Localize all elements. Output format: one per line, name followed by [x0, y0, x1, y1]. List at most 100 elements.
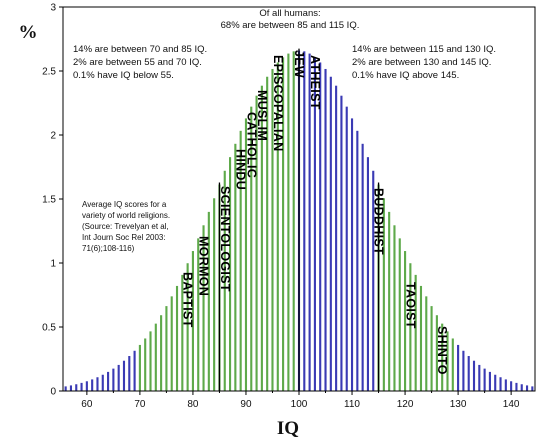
histogram-bar [345, 106, 348, 392]
y-tick-label: 3 [50, 3, 56, 14]
histogram-bar [435, 315, 438, 391]
histogram-bar [430, 306, 433, 391]
histogram-bar [101, 374, 104, 391]
histogram-bar [133, 350, 136, 391]
histogram-bar [451, 338, 454, 391]
histogram-bar [197, 238, 200, 391]
histogram-bar [419, 285, 423, 391]
x-axis-ticks: 60 70 80 90 100 110 120 130 140 [81, 391, 520, 410]
histogram-bar [398, 238, 401, 391]
histogram-bar [319, 62, 322, 392]
histogram-bar [170, 296, 173, 391]
histogram-bar [149, 331, 152, 391]
histogram-bar [80, 382, 83, 391]
histogram-bar [128, 356, 131, 391]
histogram-bar [313, 57, 316, 392]
histogram-bar [441, 323, 444, 391]
center-note-line-2: 68% are between 85 and 115 IQ. [221, 20, 360, 31]
religion-label-catholic: CATHOLIC [244, 112, 258, 178]
histogram-bar [223, 170, 226, 391]
religion-label-scientologist: SCIENTOLOGIST [218, 186, 232, 292]
x-axis-title: IQ [277, 418, 299, 439]
histogram-bar [409, 263, 412, 391]
histogram-bar [181, 274, 184, 391]
histogram-bar [122, 360, 126, 391]
left-note: 14% are between 70 and 85 IQ. 2% are bet… [73, 44, 207, 81]
religion-label-episcopalian: EPISCOPALIAN [271, 55, 285, 151]
histogram-bar [393, 225, 396, 391]
histogram-bar [472, 360, 476, 391]
religion-label-baptist: BAPTIST [181, 272, 195, 328]
x-tick-label: 140 [503, 399, 520, 410]
histogram-bar [91, 379, 94, 391]
y-axis-ticks: 0 0.5 1 1.5 2 2.5 3 [42, 3, 63, 398]
y-tick-label: 0.5 [42, 323, 56, 334]
histogram-bar [234, 143, 237, 391]
y-axis-title: % [19, 22, 38, 43]
histogram-bar [414, 274, 417, 391]
histogram-bar [478, 364, 481, 391]
x-tick-label: 80 [187, 399, 199, 410]
center-note: Of all humans: 68% are between 85 and 11… [221, 8, 360, 31]
histogram-bar [510, 381, 513, 391]
histogram-bar [266, 76, 269, 392]
histogram-bar [324, 68, 327, 391]
histogram-bar [303, 51, 306, 391]
religion-label-mormon: MORMON [197, 236, 211, 296]
histogram-bar [229, 157, 232, 391]
histogram-bar [112, 368, 115, 391]
y-tick-label: 1 [50, 259, 56, 270]
histogram-bar [356, 130, 359, 391]
histogram-bar [488, 371, 491, 391]
histogram-bar [494, 374, 497, 391]
histogram-bar [308, 53, 311, 391]
histogram-bar [467, 356, 470, 391]
histogram-bar [160, 315, 163, 391]
right-note-line-2: 2% are between 130 and 145 IQ. [352, 57, 491, 68]
histogram-bar [75, 384, 78, 391]
histogram-bar [207, 211, 210, 391]
source-note-line-3: (Source: Trevelyan et al, [82, 222, 169, 231]
histogram-bar [361, 143, 364, 391]
histogram-bar [340, 95, 343, 391]
right-note-line-3: 0.1% have IQ above 145. [352, 70, 459, 81]
histogram-bar [504, 379, 507, 391]
histogram-bar [292, 51, 295, 391]
x-tick-label: 120 [397, 399, 414, 410]
histogram-bar [287, 53, 290, 391]
histogram-bar [144, 338, 147, 391]
left-note-line-3: 0.1% have IQ below 55. [73, 70, 174, 81]
source-note-line-1: Average IQ scores for a [82, 200, 167, 209]
histogram-bar [244, 118, 248, 392]
source-note: Average IQ scores for a variety of world… [82, 200, 170, 253]
histogram-bar [366, 157, 369, 391]
histogram-bar [520, 384, 523, 391]
histogram-bar [250, 106, 253, 392]
histogram-bar [388, 211, 391, 391]
source-note-line-2: variety of world religions. [82, 211, 170, 220]
band-dividers [218, 48, 380, 391]
left-note-line-1: 14% are between 70 and 85 IQ. [73, 44, 207, 55]
histogram-bar [85, 381, 88, 391]
histogram-bar [446, 331, 449, 391]
religion-label-jew: JEW [292, 50, 306, 78]
histogram-bar [175, 285, 179, 391]
religion-label-atheist: ATHEIST [308, 55, 322, 110]
religion-label-taoist: TAOIST [403, 282, 417, 329]
histogram-bar [271, 68, 274, 391]
histogram-bar [239, 130, 242, 391]
histogram-bar [107, 371, 110, 391]
histogram-bar [525, 385, 529, 391]
histogram-bar [117, 364, 120, 391]
histogram-bar [457, 344, 460, 391]
x-tick-label: 60 [81, 399, 93, 410]
y-tick-label: 0 [50, 387, 56, 398]
y-tick-label: 2 [50, 131, 56, 142]
histogram-bar [260, 85, 263, 391]
histogram-bar [335, 85, 338, 391]
x-tick-label: 70 [134, 399, 146, 410]
y-tick-label: 2.5 [42, 67, 56, 78]
histogram-bars [64, 50, 534, 392]
histogram-bar [202, 225, 205, 391]
histogram-bar [499, 377, 502, 391]
